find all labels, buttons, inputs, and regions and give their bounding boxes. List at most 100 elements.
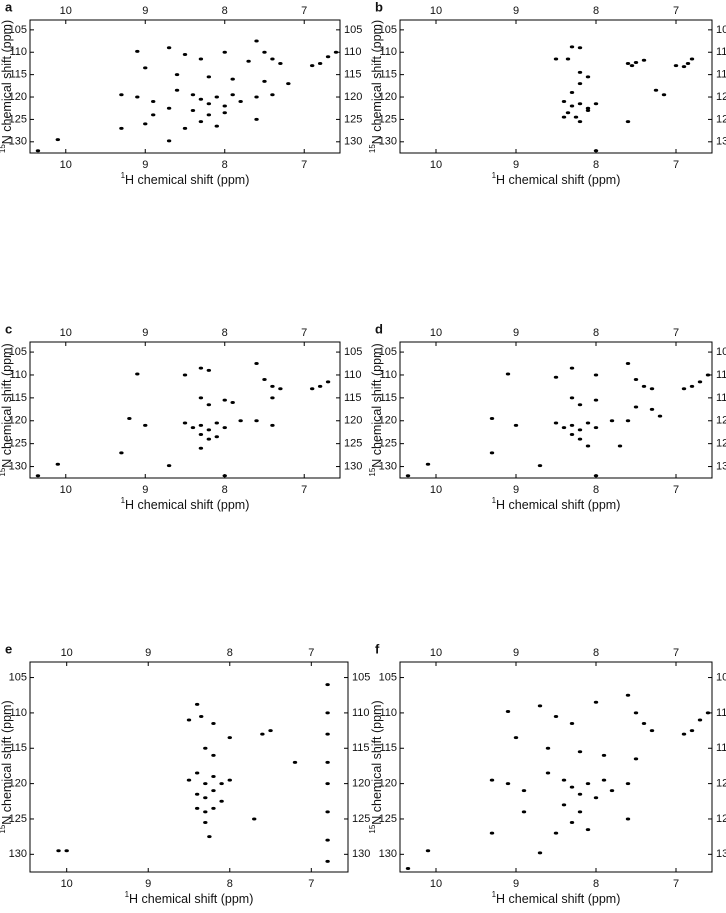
y-axis-label-text: N chemical shift (ppm) (370, 700, 384, 824)
peak (569, 366, 575, 370)
peak (325, 55, 331, 59)
x-tick-label-top: 8 (222, 327, 228, 339)
peak (585, 828, 591, 832)
peak (206, 113, 212, 117)
peak (211, 789, 216, 793)
x-tick-label-top: 9 (513, 327, 519, 339)
y-tick-label: 110 (379, 369, 397, 381)
y-axis-label-text: N chemical shift (ppm) (0, 343, 14, 467)
peak (230, 77, 235, 81)
peak (689, 729, 695, 733)
y-axis-label-sup: 15 (0, 824, 7, 833)
y-tick-label-right: 115 (352, 742, 370, 754)
peak (577, 102, 583, 106)
peak (135, 95, 140, 99)
x-axis-label: 1H chemical shift (ppm) (492, 171, 621, 187)
y-tick-label: 110 (379, 46, 397, 58)
peak (238, 419, 243, 423)
peak (203, 796, 208, 800)
y-tick-label: 115 (379, 742, 397, 754)
peak (553, 375, 559, 379)
x-tick-label-top: 8 (593, 5, 599, 17)
y-tick-label-right: 105 (716, 671, 726, 683)
peak (198, 432, 204, 436)
y-tick-label-right: 130 (344, 136, 362, 148)
peak (194, 806, 200, 810)
peak (186, 718, 192, 722)
x-tick-label: 8 (593, 159, 599, 171)
peak (661, 93, 667, 97)
x-axis-label-text: H chemical shift (ppm) (496, 892, 620, 906)
peak (198, 423, 204, 427)
peak (405, 474, 411, 478)
panel-letter: a (5, 0, 13, 14)
peak (593, 373, 599, 377)
y-tick-label: 115 (9, 392, 27, 404)
peak (143, 66, 148, 70)
peak (601, 778, 607, 782)
y-tick-label: 130 (9, 848, 27, 860)
peak (166, 106, 172, 110)
peak (55, 138, 61, 142)
peak (194, 771, 200, 775)
x-tick-label-top: 8 (593, 647, 599, 659)
peak (489, 451, 495, 455)
y-tick-label: 115 (379, 392, 397, 404)
peak (227, 736, 232, 740)
y-tick-label-right: 115 (344, 392, 362, 404)
peak (143, 122, 148, 126)
peak (214, 124, 219, 128)
peak (199, 714, 204, 718)
x-tick-label-top: 9 (142, 5, 148, 17)
y-tick-label: 105 (379, 346, 397, 358)
x-tick-label-top: 9 (513, 647, 519, 659)
peak (673, 64, 679, 68)
x-tick-label-top: 7 (673, 647, 679, 659)
y-tick-label-right: 125 (716, 113, 726, 125)
peak (325, 711, 330, 715)
peak (513, 423, 519, 427)
y-axis-label: 15N chemical shift (ppm) (0, 20, 14, 153)
peak (593, 426, 599, 430)
peak (198, 446, 204, 450)
y-tick-label: 110 (9, 46, 27, 58)
peak (705, 373, 711, 377)
y-axis-label: 15N chemical shift (ppm) (0, 343, 14, 476)
peak (317, 61, 323, 65)
y-tick-label: 120 (9, 778, 27, 790)
y-tick-label-right: 125 (352, 813, 370, 825)
y-tick-label: 125 (9, 813, 27, 825)
y-axis-label-sup: 15 (368, 144, 377, 153)
y-tick-label-right: 115 (344, 69, 362, 81)
y-tick-label: 125 (9, 113, 27, 125)
x-tick-label: 8 (593, 878, 599, 890)
y-tick-label: 115 (379, 69, 397, 81)
x-tick-label: 7 (673, 878, 679, 890)
peak (649, 387, 655, 391)
peak (585, 782, 591, 786)
y-tick-label: 125 (379, 438, 397, 450)
peak (211, 806, 216, 810)
peak (135, 372, 140, 376)
peak (577, 82, 583, 86)
x-axis-label-text: H chemical shift (ppm) (129, 892, 253, 906)
panel-letter: d (375, 321, 383, 336)
peak (262, 79, 267, 83)
peak (633, 757, 639, 761)
peak (569, 104, 575, 108)
peak (633, 711, 639, 715)
peak (211, 775, 216, 779)
x-tick-label-top: 9 (145, 647, 151, 659)
peak (325, 760, 330, 764)
y-tick-label: 105 (9, 671, 27, 683)
x-tick-label: 7 (301, 484, 307, 496)
peak (577, 792, 583, 796)
x-tick-label-top: 10 (60, 327, 72, 339)
peak (585, 75, 591, 79)
peak (577, 428, 583, 432)
peak (230, 93, 235, 97)
x-tick-label-top: 8 (222, 5, 228, 17)
peak (143, 423, 148, 427)
peak (206, 75, 212, 79)
peak (206, 102, 212, 106)
